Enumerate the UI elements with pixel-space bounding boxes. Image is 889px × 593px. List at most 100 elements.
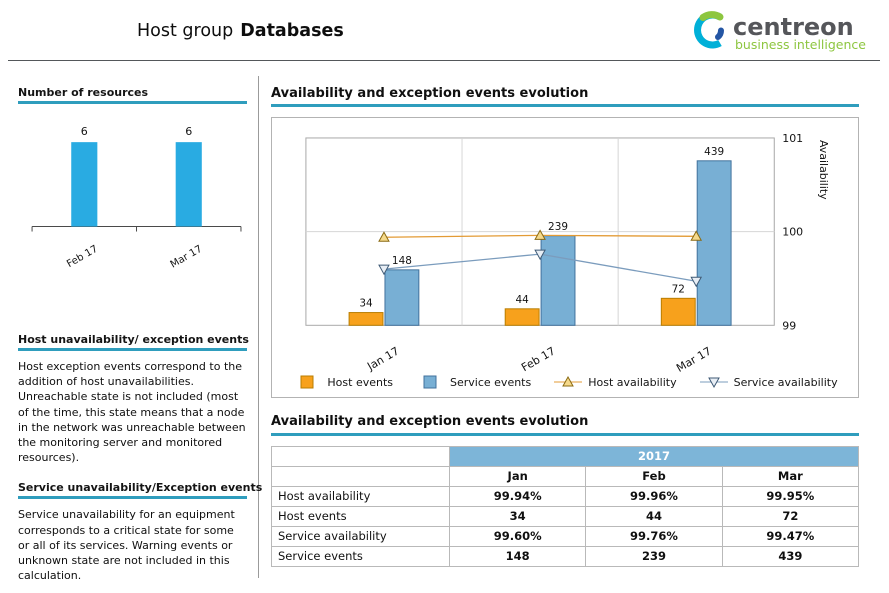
logo-wordmark: centreon bbox=[733, 13, 854, 41]
host-unavailability-text: Host exception events correspond to the … bbox=[18, 360, 246, 465]
resource-bar-value: 6 bbox=[81, 125, 88, 138]
legend-label: Service availability bbox=[733, 375, 838, 389]
marker-host-availability bbox=[378, 231, 390, 242]
availability-chart-box: 99 100 101 Availability 34 148 Jan 17 44 239 Feb … bbox=[271, 117, 859, 399]
category-label: Mar 17 bbox=[674, 345, 714, 375]
bar-host-events bbox=[660, 298, 696, 327]
service-unavailability-heading: Service unavailability/Exception events bbox=[18, 481, 263, 495]
table-year-row: 2017 bbox=[271, 445, 859, 467]
host-unavailability-heading: Host unavailability/ exception events bbox=[18, 332, 249, 346]
availability-table: 2017 Jan Feb Mar Host availability 99.94… bbox=[271, 445, 860, 567]
resource-bar bbox=[175, 142, 202, 227]
logo-swirl-green bbox=[699, 11, 724, 21]
centreon-logo-svg: centreon business intelligence bbox=[694, 11, 866, 52]
right-axis-tick-label: 99 bbox=[782, 320, 796, 333]
table-col-mar: Mar bbox=[721, 465, 860, 487]
resources-heading: Number of resources bbox=[18, 86, 149, 99]
cell-value: 148 bbox=[448, 545, 587, 567]
marker-host-availability bbox=[690, 230, 703, 242]
marker-service-availability bbox=[690, 277, 703, 288]
content-divider bbox=[258, 76, 259, 578]
bar-value-label: 239 bbox=[548, 221, 568, 233]
cell-value: 72 bbox=[721, 505, 860, 527]
table-month-row: Jan Feb Mar bbox=[271, 465, 860, 487]
table-col-jan: Jan bbox=[448, 465, 587, 487]
bar-service-events bbox=[540, 235, 576, 327]
heading-underline bbox=[18, 348, 247, 352]
resources-chart: 6 Feb 17 6 Mar 17 bbox=[31, 125, 242, 269]
page-title-prefix: Host group bbox=[137, 21, 234, 41]
right-axis-tick-label: 100 bbox=[782, 226, 803, 239]
bar-value-label: 44 bbox=[515, 294, 529, 306]
sidebar: Number of resources 6 Feb 17 6 Mar 17 Host … bbox=[18, 86, 263, 583]
row-label-host-events: Host events bbox=[271, 505, 450, 527]
cell-value: 99.76% bbox=[585, 525, 723, 547]
legend-item-host-availability: Host availability bbox=[553, 375, 677, 389]
centreon-logo-icon bbox=[694, 11, 725, 49]
resources-section: Number of resources 6 Feb 17 6 Mar 17 bbox=[18, 86, 247, 269]
legend-swatch-icon bbox=[423, 375, 437, 389]
table-year-header: 2017 bbox=[449, 445, 859, 467]
bar-value-label: 72 bbox=[672, 284, 685, 296]
heading-underline bbox=[18, 496, 247, 500]
legend-swatch-icon bbox=[699, 377, 728, 389]
table-corner-cell bbox=[271, 445, 450, 467]
category-label: Jan 17 bbox=[364, 345, 401, 374]
table-row: Service events 148 239 439 bbox=[271, 545, 860, 567]
legend-item-service-events: Service events bbox=[415, 375, 531, 389]
cell-value: 99.94% bbox=[448, 485, 587, 507]
marker-host-availability bbox=[534, 229, 546, 241]
service-unavailability-section: Service unavailability/Exception events … bbox=[18, 481, 263, 583]
resource-bar bbox=[71, 142, 98, 227]
bar-value-label: 148 bbox=[392, 255, 412, 267]
chart-legend: Host events Service events Host availabili… bbox=[278, 375, 852, 395]
cell-value: 34 bbox=[448, 505, 587, 527]
legend-item-host-events: Host events bbox=[292, 375, 393, 389]
bar-service-events bbox=[696, 160, 732, 327]
cell-value: 239 bbox=[585, 545, 723, 567]
table-row: Service availability 99.60% 99.76% 99.47… bbox=[271, 525, 860, 547]
row-label-service-availability: Service availability bbox=[271, 525, 450, 547]
chart-section-heading: Availability and exception events evolut… bbox=[271, 86, 589, 101]
bar-service-events bbox=[384, 269, 420, 327]
service-unavailability-text: Service unavailability for an equipment … bbox=[18, 508, 235, 583]
category-label: Feb 17 bbox=[519, 345, 557, 375]
cell-value: 99.95% bbox=[721, 485, 860, 507]
legend-swatch-icon bbox=[554, 376, 583, 387]
bar-value-label: 34 bbox=[359, 298, 373, 310]
table-col-feb: Feb bbox=[585, 465, 723, 487]
bar-host-events bbox=[348, 312, 384, 327]
legend-label: Service events bbox=[450, 375, 532, 389]
main-content: Availability and exception events evolut… bbox=[271, 86, 860, 567]
cell-value: 44 bbox=[585, 505, 723, 527]
row-label-service-events: Service events bbox=[271, 545, 450, 567]
cell-value: 99.96% bbox=[585, 485, 723, 507]
cell-value: 439 bbox=[721, 545, 860, 567]
legend-swatch-icon bbox=[300, 375, 314, 389]
bar-host-events bbox=[504, 308, 540, 327]
right-axis-tick-label: 101 bbox=[782, 132, 803, 145]
cell-value: 99.60% bbox=[448, 525, 587, 547]
category-label: Feb 17 bbox=[65, 244, 100, 269]
resource-bar-value: 6 bbox=[185, 125, 192, 138]
centreon-logo: centreon business intelligence bbox=[687, 8, 877, 58]
logo-swirl-blue bbox=[715, 27, 725, 40]
category-label: Mar 17 bbox=[169, 244, 205, 269]
cell-value: 99.47% bbox=[721, 525, 860, 547]
marker-service-availability bbox=[534, 249, 546, 261]
legend-label: Host events bbox=[327, 375, 394, 389]
heading-underline bbox=[271, 104, 859, 108]
legend-label: Host availability bbox=[588, 375, 677, 389]
right-axis-title: Availability bbox=[817, 140, 830, 200]
heading-underline bbox=[18, 101, 247, 105]
heading-underline bbox=[271, 432, 859, 436]
bar-value-label: 439 bbox=[704, 146, 724, 158]
legend-item-service-availability: Service availability bbox=[699, 375, 838, 389]
table-corner-cell bbox=[271, 465, 450, 487]
logo-subtitle: business intelligence bbox=[735, 37, 866, 52]
page-title: Host group Databases bbox=[137, 21, 344, 41]
table-row: Host events 34 44 72 bbox=[271, 505, 860, 527]
table-row: Host availability 99.94% 99.96% 99.95% bbox=[271, 485, 860, 507]
header-divider bbox=[8, 60, 880, 61]
availability-chart: 99 100 101 Availability 34 148 Jan 17 44 239 Feb … bbox=[305, 132, 830, 375]
